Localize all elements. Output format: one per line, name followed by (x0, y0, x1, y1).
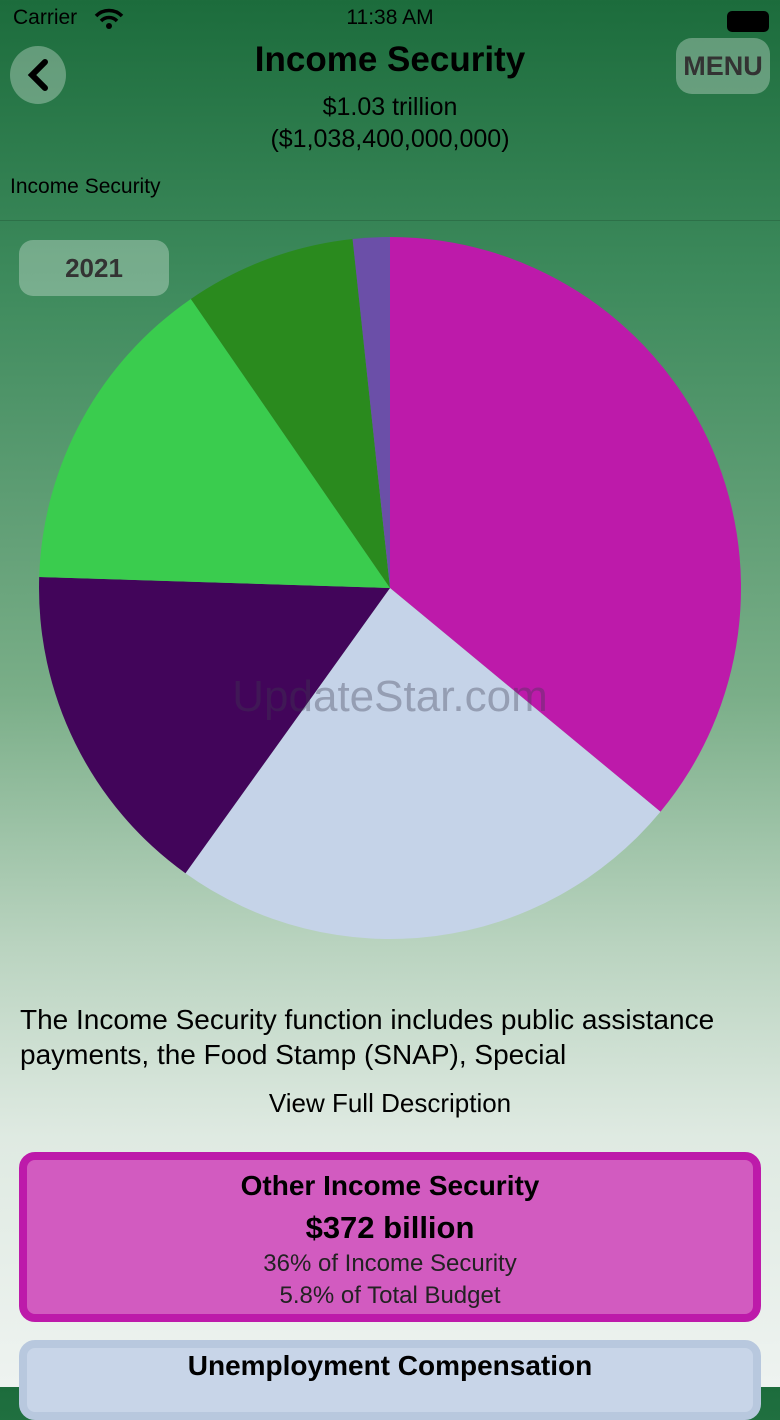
pie-slice-4[interactable] (190, 239, 390, 588)
divider (0, 220, 780, 221)
card-amount: $372 billion (305, 1210, 475, 1245)
carrier-label: Carrier (13, 6, 78, 29)
watermark: UpdateStar.com (232, 672, 548, 721)
total-amount-short: $1.03 trillion (322, 93, 458, 121)
card-name: Other Income Security (240, 1170, 540, 1201)
chevron-left-icon (27, 59, 48, 91)
pie-slice-3[interactable] (39, 298, 391, 588)
menu-button[interactable]: MENU (676, 38, 770, 94)
battery-icon (727, 11, 769, 32)
category-card-other-income-security[interactable]: Other Income Security $372 billion 36% o… (19, 1152, 761, 1322)
back-button[interactable] (10, 46, 66, 104)
pie-slice-2[interactable] (39, 576, 391, 874)
pie-chart[interactable] (0, 230, 780, 950)
pie-slice-5[interactable] (352, 237, 390, 588)
card-percent-category: 36% of Income Security (263, 1250, 517, 1277)
pie-slice-unemployment-compensation[interactable] (185, 588, 661, 939)
description-text: The Income Security function includes pu… (20, 1004, 715, 1070)
card-name: Unemployment Compensation (187, 1350, 593, 1381)
view-full-description-link[interactable]: View Full Description (268, 1088, 512, 1118)
page-title: Income Security (254, 40, 526, 79)
wifi-icon (94, 8, 124, 29)
year-selector[interactable]: 2021 (19, 240, 169, 296)
category-card-unemployment-compensation[interactable]: Unemployment Compensation (19, 1340, 761, 1420)
total-amount-full: ($1,038,400,000,000) (270, 125, 510, 153)
breadcrumb[interactable]: Income Security (10, 175, 161, 198)
card-percent-budget: 5.8% of Total Budget (279, 1282, 501, 1309)
status-time: 11:38 AM (346, 6, 434, 29)
pie-slice-other-income-security[interactable] (390, 237, 742, 812)
